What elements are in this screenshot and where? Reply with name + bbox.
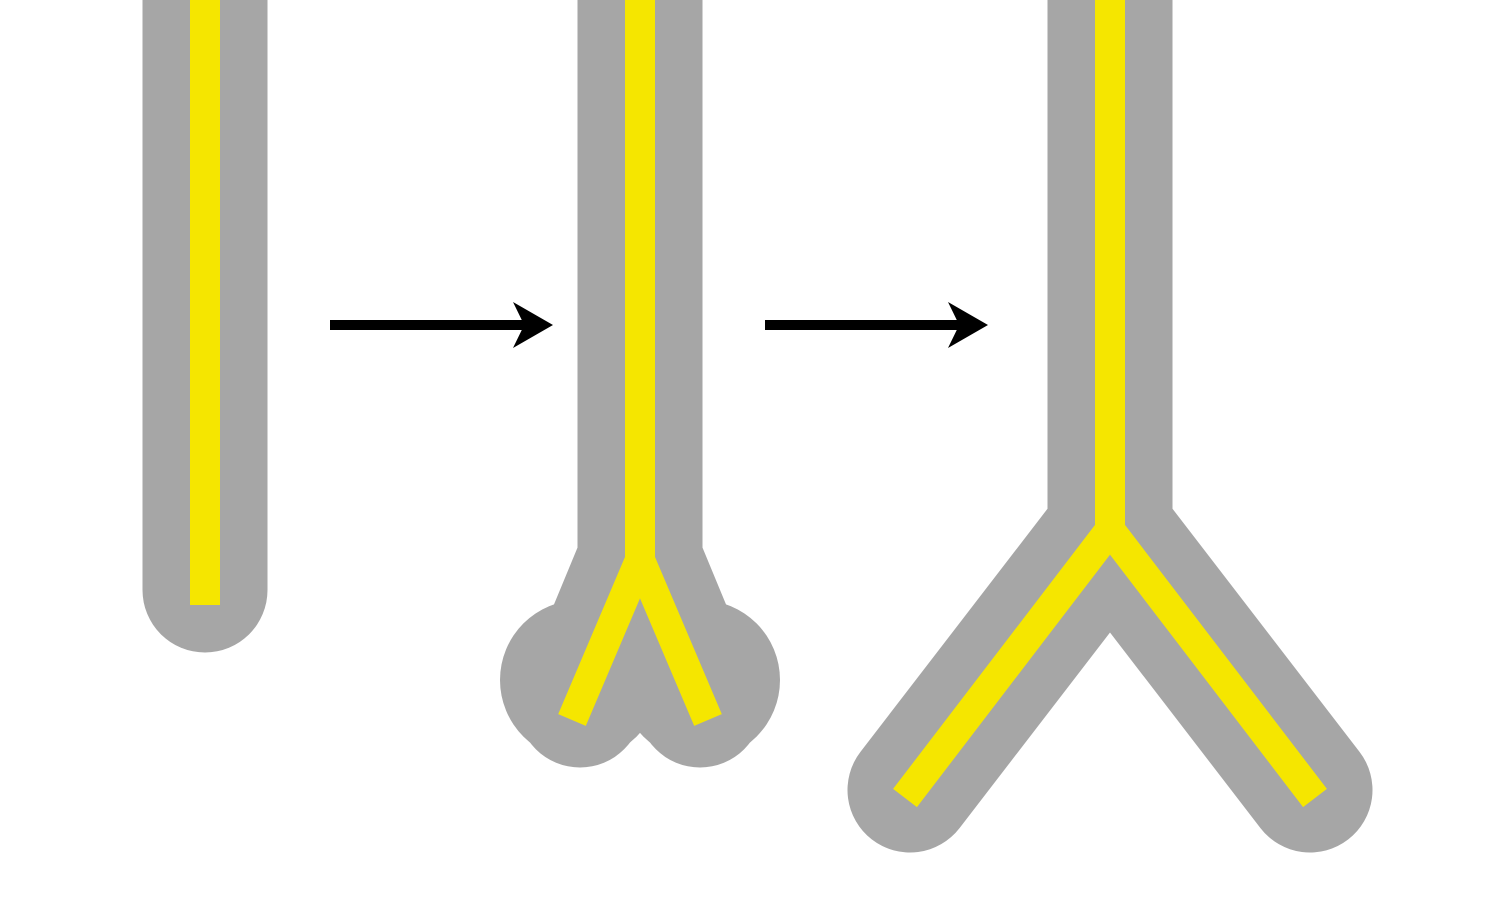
stage-2 — [500, 0, 780, 760]
stage-3 — [905, 0, 1315, 798]
